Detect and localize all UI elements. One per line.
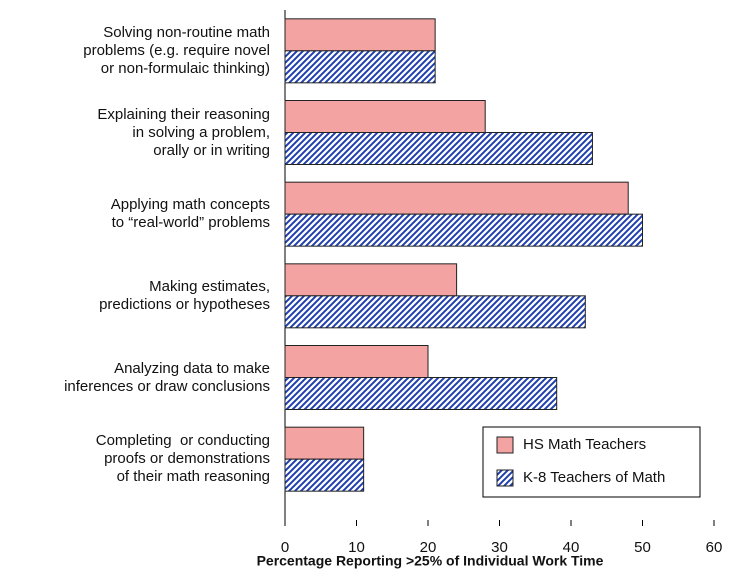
legend-swatch <box>496 469 514 487</box>
x-axis-label: Percentage Reporting >25% of Individual … <box>257 553 604 569</box>
y-tick-label: Analyzing data to make inferences or dra… <box>64 359 270 395</box>
bar <box>284 100 486 133</box>
y-tick-label: Making estimates, predictions or hypothe… <box>99 277 270 313</box>
legend-swatch <box>496 436 514 454</box>
x-tick-label: 10 <box>348 539 365 556</box>
bar <box>284 18 436 52</box>
bar <box>284 345 429 378</box>
y-tick-label: Explaining their reasoning in solving a … <box>97 105 270 159</box>
x-tick-label: 50 <box>634 539 651 556</box>
legend-label: K-8 Teachers of Math <box>523 469 665 486</box>
bar <box>284 458 365 492</box>
bar <box>284 426 365 460</box>
x-tick-label: 20 <box>420 539 437 556</box>
legend-label: HS Math Teachers <box>523 436 646 453</box>
y-tick-label: Solving non-routine math problems (e.g. … <box>83 23 270 77</box>
bar <box>284 50 436 84</box>
y-tick-label: Completing or conducting proofs or demon… <box>95 432 270 486</box>
legend-box <box>482 426 701 498</box>
bar <box>284 181 629 215</box>
y-tick-label: Applying math concepts to “real-world” p… <box>110 196 270 232</box>
bar <box>284 377 558 410</box>
x-tick-label: 60 <box>706 539 723 556</box>
bar <box>284 132 593 165</box>
bar <box>284 295 586 329</box>
x-tick-label: 0 <box>281 539 289 556</box>
x-tick-label: 40 <box>563 539 580 556</box>
bar <box>284 263 458 297</box>
bar <box>284 213 643 247</box>
x-tick-label: 30 <box>491 539 508 556</box>
